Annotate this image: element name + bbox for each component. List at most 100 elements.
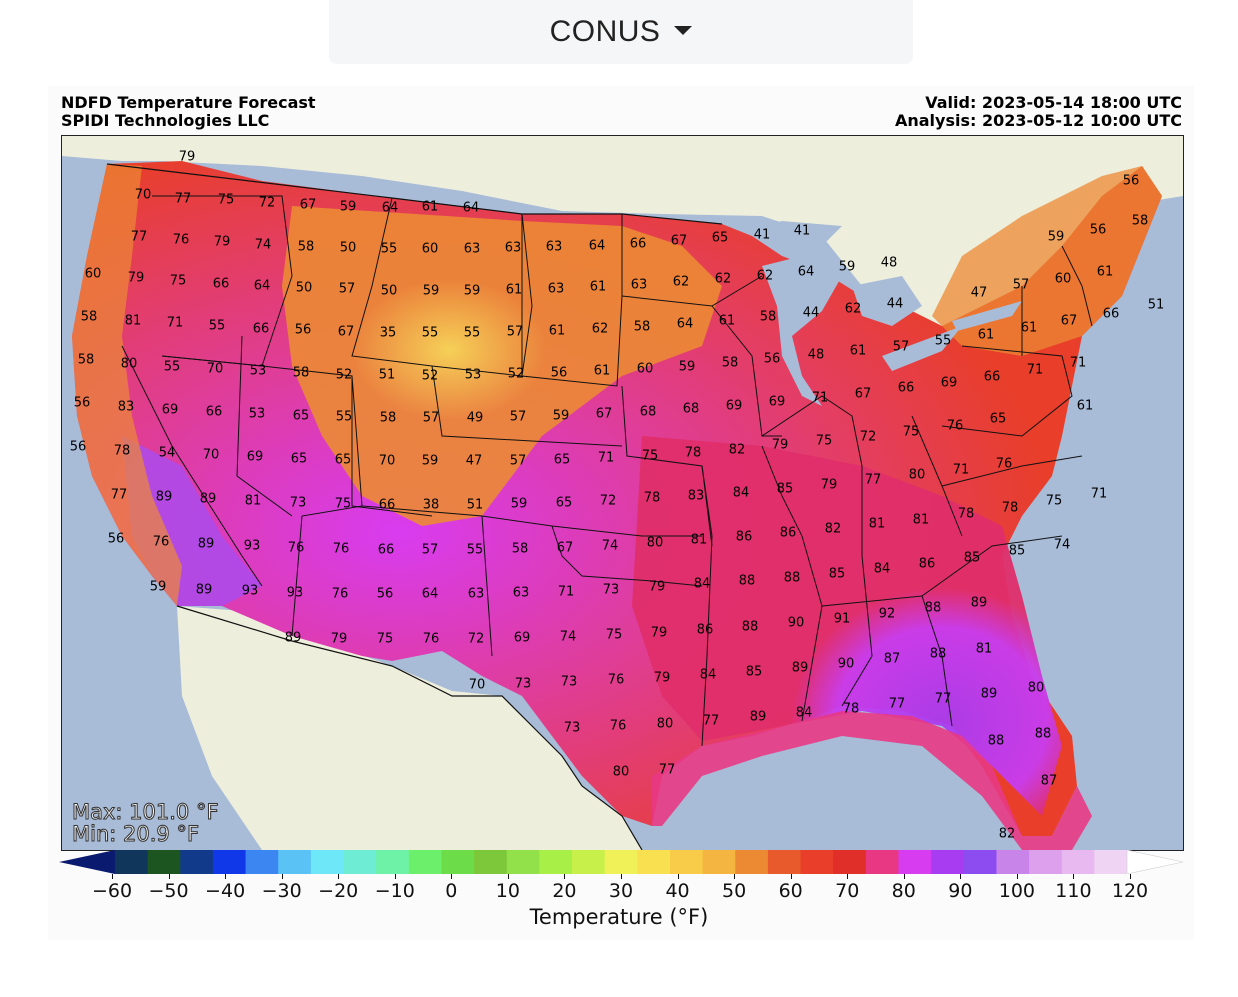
mexico-border [176,605,643,850]
colorbar-segment [278,850,312,874]
colorbar-segment [996,850,1030,874]
temperature-label: 75 [376,631,394,647]
temperature-label: 66 [897,380,915,396]
temperature-label: 70 [202,447,220,463]
temperature-label: 71 [557,584,575,600]
colorbar [59,850,1183,874]
temperature-label: 58 [759,309,777,325]
chevron-down-icon [674,25,693,35]
colorbar-extend-low [59,850,115,874]
colorbar-segment [474,850,508,874]
temperature-label: 64 [381,200,399,216]
temperature-label: 56 [107,531,125,547]
temperature-label: 74 [601,538,619,554]
colorbar-segment [539,850,573,874]
colorbar-tick-label: 0 [445,880,458,902]
gulf-coast-band [652,711,1092,850]
temperature-label: 89 [284,630,302,646]
temperature-label: 53 [249,363,267,379]
temperature-label: 79 [648,579,666,595]
colorbar-tick-mark [112,874,113,879]
temperature-label: 78 [643,490,661,506]
colorbar-segment [441,850,475,874]
temperature-label: 59 [552,408,570,424]
temperature-label: 88 [783,570,801,586]
temperature-label: 86 [918,556,936,572]
temperature-label: 61 [1076,398,1094,414]
cool-plains-region [282,206,722,526]
colorbar-segment [865,850,900,874]
temperature-label: 69 [768,394,786,410]
temperature-label: 66 [378,497,396,513]
temperature-label: 55 [380,241,398,257]
temperature-label: 88 [924,600,942,616]
temperature-label: 58 [511,541,529,557]
temperature-label: 91 [833,611,851,627]
temperature-label: 56 [73,395,91,411]
lake-michigan [762,256,842,406]
figure-provider: SPIDI Technologies LLC [61,111,270,130]
temperature-label: 59 [838,259,856,275]
colorbar-tick-label: 30 [608,880,634,902]
temperature-label: 86 [735,529,753,545]
colorbar-extend-high [1126,850,1183,874]
temperature-label: 87 [883,651,901,667]
temperature-label: 86 [696,622,714,638]
temperature-label: 88 [929,646,947,662]
temperature-label: 70 [378,453,396,469]
temperature-label: 58 [379,410,397,426]
temperature-label: 73 [560,674,578,690]
temperature-label: 75 [1045,493,1063,509]
temperature-label: 71 [1026,362,1044,378]
temperature-label: 69 [940,375,958,391]
temperature-label: 44 [886,296,904,312]
temperature-label: 57 [509,453,527,469]
temperature-label: 75 [902,424,920,440]
temperature-label: 55 [934,333,952,349]
temperature-label: 84 [693,576,711,592]
temperature-label: 55 [163,359,181,375]
temperature-label: 58 [77,352,95,368]
canada-border [106,163,723,225]
temperature-label: 52 [335,367,353,383]
temperature-label: 66 [205,404,223,420]
temperature-label: 65 [334,452,352,468]
temperature-label: 57 [422,410,440,426]
temperature-label: 74 [1053,537,1071,553]
temperature-label: 76 [422,631,440,647]
temperature-label: 64 [588,238,606,254]
temperature-label: 56 [550,365,568,381]
temperature-label: 69 [161,402,179,418]
temperature-label: 59 [463,283,481,299]
temperature-label: 84 [699,667,717,683]
temperature-label: 80 [908,467,926,483]
colorbar-segment [931,850,965,874]
temperature-label: 61 [548,323,566,339]
temperature-label: 87 [1040,773,1058,789]
temperature-label: 58 [633,319,651,335]
region-dropdown-label: CONUS [549,15,661,48]
temperature-label: 52 [421,368,439,384]
colorbar-segment [898,850,932,874]
temperature-label: 62 [591,321,609,337]
analysis-time: Analysis: 2023-05-12 10:00 UTC [894,111,1182,130]
lake-huron [852,276,922,326]
temperature-label: 73 [563,720,581,736]
temperature-label: 77 [888,696,906,712]
temperature-label: 61 [421,199,439,215]
temperature-label: 93 [243,538,261,554]
temperature-label: 47 [465,453,483,469]
temperature-label: 76 [995,456,1013,472]
colorbar-segment [767,850,802,874]
colorbar-tick-label: −20 [318,880,359,902]
temperature-label: 62 [672,274,690,290]
map-shapes [62,136,1183,850]
temperature-label: 53 [248,406,266,422]
colorbar-tick-label: 50 [722,880,747,902]
temperature-label: 60 [84,266,102,282]
colorbar-tick-mark [790,874,792,879]
temperature-label: 51 [466,497,484,513]
colorbar-tick-mark [677,874,679,879]
region-dropdown[interactable]: CONUS [329,0,913,64]
temperature-label: 72 [599,493,617,509]
